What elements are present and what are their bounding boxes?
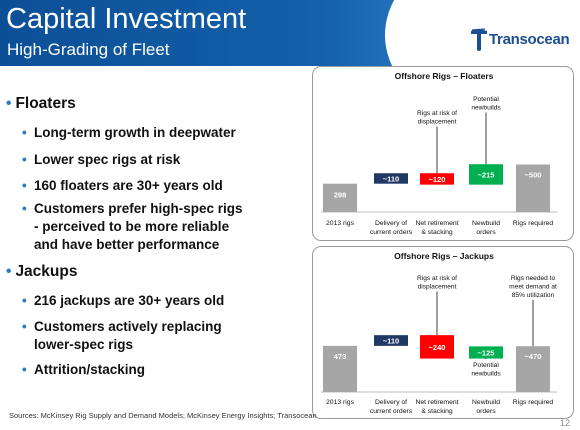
bullet-dot-icon: •	[22, 362, 27, 377]
annotation-text: displacement	[418, 284, 457, 291]
annotation-text: Potential	[473, 362, 499, 369]
chart-bar	[516, 346, 550, 392]
category-label: orders	[476, 408, 496, 415]
slide-header: Capital Investment High-Grading of Fleet…	[0, 0, 580, 66]
transocean-logo: Transocean	[470, 28, 578, 52]
chart-bar	[420, 173, 454, 185]
annotation-text: 85% utilization	[512, 292, 555, 299]
bullet-jackups: • Jackups	[6, 263, 77, 281]
bullet-item: • Long-term growth in deepwater	[22, 124, 236, 142]
bullet-continuation: lower-spec rigs	[34, 337, 134, 352]
data-label: ~110	[383, 174, 399, 183]
bullet-item: • Customers prefer high-spec rigs	[22, 200, 243, 218]
bullet-dot-icon: •	[22, 201, 27, 216]
bullet-item: • 216 jackups are 30+ years old	[22, 292, 225, 310]
annotation-text: meet demand at	[509, 284, 557, 291]
category-label: Net retirement	[415, 220, 458, 227]
category-label: orders	[476, 229, 496, 236]
data-label: 473	[334, 352, 347, 361]
category-label: Rigs required	[513, 399, 554, 406]
category-label: Newbuild	[472, 220, 500, 227]
category-label: & stacking	[421, 229, 453, 236]
logo-text: Transocean	[489, 31, 570, 48]
data-label: ~470	[525, 352, 542, 361]
bullet-item: • 160 floaters are 30+ years old	[22, 177, 223, 195]
bullet-text: Lower spec rigs at risk	[34, 152, 181, 167]
bullet-text: Attrition/stacking	[34, 362, 146, 377]
annotation-text: Potential	[473, 96, 499, 103]
bullet-item: • Lower spec rigs at risk	[22, 151, 181, 169]
annotation-text: newbuilds	[471, 371, 501, 378]
category-label: 2013 rigs	[326, 220, 355, 227]
jackups-waterfall-chart: Offshore Rigs – Jackups 473 ~110 ~240 ~125 ~4…	[321, 251, 557, 415]
data-label: ~125	[478, 348, 495, 357]
bullet-text: Long-term growth in deepwater	[34, 125, 236, 140]
category-label: 2013 rigs	[326, 399, 355, 406]
bullet-text: Customers actively replacing	[34, 319, 222, 334]
bullet-dot-icon: •	[22, 293, 27, 308]
bullet-dot-icon: •	[22, 125, 27, 140]
annotation-text: Rigs at risk of	[417, 275, 457, 282]
category-label: Delivery of	[375, 399, 407, 406]
category-label: Newbuild	[472, 399, 500, 406]
data-label: ~120	[429, 175, 446, 184]
floaters-chart-panel: Offshore Rigs – Floaters 298 ~110 ~120 ~215 ~…	[312, 66, 574, 241]
bullet-text: 160 floaters are 30+ years old	[34, 178, 223, 193]
bullet-dot-icon: •	[6, 263, 12, 280]
category-label: current orders	[370, 229, 413, 236]
bullet-dot-icon: •	[22, 319, 27, 334]
bullet-floaters: • Floaters	[6, 95, 76, 113]
annotation-text: displacement	[418, 119, 457, 126]
transocean-logo-icon	[471, 28, 487, 51]
annotation-text: Rigs needed to	[511, 275, 556, 282]
page-number: 12	[560, 418, 571, 428]
sources-footnote: Sources: McKinsey Rig Supply and Demand …	[9, 411, 317, 420]
data-label: ~215	[478, 170, 495, 179]
bullet-text: 216 jackups are 30+ years old	[34, 293, 225, 308]
chart-bar	[420, 335, 454, 359]
chart-bar	[469, 346, 503, 359]
chart-bar	[323, 345, 357, 392]
bullet-dot-icon: •	[6, 95, 12, 112]
bullet-dot-icon: •	[22, 152, 27, 167]
annotation-text: newbuilds	[471, 105, 501, 112]
annotation-text: Rigs at risk of	[417, 110, 457, 117]
chart-bar	[374, 173, 408, 184]
bullet-continuation: - perceived to be more reliable	[34, 219, 230, 234]
slide-title: Capital Investment	[6, 3, 247, 35]
data-label: ~110	[383, 337, 399, 346]
chart-title: Offshore Rigs – Floaters	[395, 71, 494, 81]
bullet-item: • Attrition/stacking	[22, 361, 146, 379]
bullet-item: • Customers actively replacing	[22, 318, 222, 336]
category-label: current orders	[370, 408, 413, 415]
chart-bar	[469, 164, 503, 185]
bullet-heading: Jackups	[15, 263, 78, 280]
chart-bar	[374, 335, 408, 346]
slide-subtitle: High-Grading of Fleet	[7, 40, 170, 59]
data-label: ~500	[525, 171, 542, 180]
bullet-heading: Floaters	[15, 95, 76, 112]
data-label: ~240	[429, 343, 446, 352]
bullet-text: Customers prefer high-spec rigs	[34, 201, 243, 216]
chart-title: Offshore Rigs – Jackups	[394, 251, 494, 261]
category-label: Net retirement	[415, 399, 458, 406]
jackups-chart-panel: Offshore Rigs – Jackups 473 ~110 ~240 ~125 ~4…	[312, 246, 574, 419]
floaters-waterfall-chart: Offshore Rigs – Floaters 298 ~110 ~120 ~215 ~…	[321, 71, 557, 236]
bullet-continuation: and have better performance	[34, 237, 220, 252]
bullet-dot-icon: •	[22, 178, 27, 193]
category-label: & stacking	[421, 408, 453, 415]
category-label: Rigs required	[513, 220, 554, 227]
category-label: Delivery of	[375, 220, 407, 227]
chart-bar	[516, 164, 550, 212]
chart-bar	[323, 183, 357, 212]
data-label: 298	[334, 191, 347, 200]
